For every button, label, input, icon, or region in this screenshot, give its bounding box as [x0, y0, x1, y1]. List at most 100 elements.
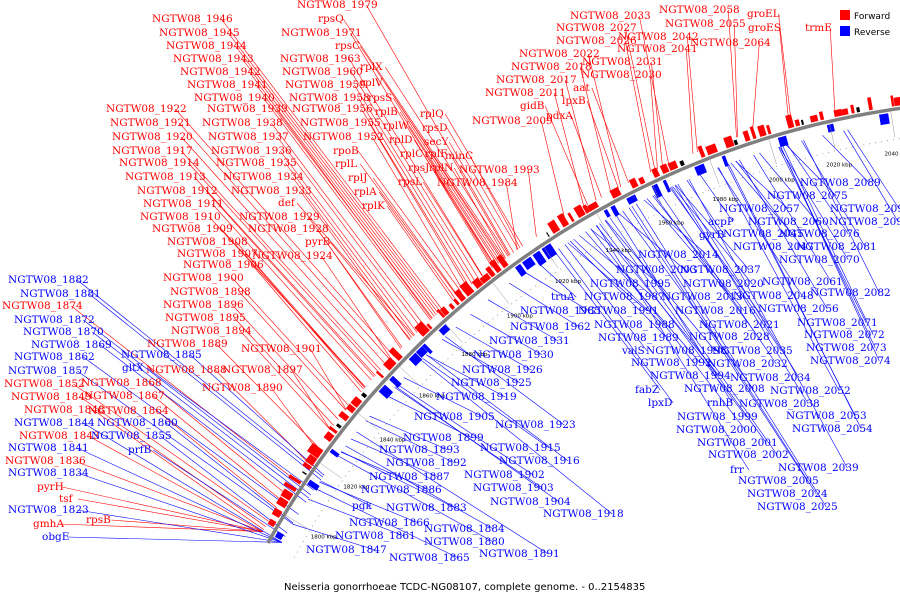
legend-forward-swatch	[840, 10, 850, 20]
reverse-gene-label-81: NGTW08_2038	[739, 398, 820, 410]
reverse-gene-label-91: NGTW08_2060	[748, 216, 829, 228]
forward-gene-label-95: NGTW08_2026	[556, 35, 637, 47]
forward-gene-57	[628, 177, 639, 189]
reverse-leader-27	[365, 420, 456, 464]
reverse-leader-81	[674, 185, 809, 405]
reverse-gene-43	[522, 256, 536, 271]
reverse-leader-20	[442, 339, 521, 384]
forward-gene-label-62: NGTW08_1907	[177, 248, 258, 260]
forward-leader-84	[62, 486, 263, 532]
forward-gene-58	[638, 176, 646, 185]
forward-gene-label-8: NGTW08_1963	[280, 53, 361, 65]
reverse-leader-8	[77, 370, 293, 525]
forward-leader-94	[829, 27, 836, 110]
forward-gene-74	[765, 124, 772, 135]
forward-gene-label-74: NGTW08_1868	[81, 377, 162, 389]
tick-label-10: 2000 kbp	[769, 178, 795, 184]
forward-gene-label-103: NGTW08_2017	[496, 74, 577, 86]
tick-label-12: 2040 kbp	[885, 151, 900, 157]
forward-gene-label-90: groEL	[747, 8, 780, 20]
forward-gene-label-106: lpxB	[562, 95, 586, 107]
tick-line-2	[358, 413, 379, 431]
forward-gene-9	[302, 461, 312, 471]
forward-leader-65	[232, 277, 350, 407]
forward-gene-49	[567, 212, 575, 223]
reverse-leader-36	[420, 359, 613, 515]
forward-gene-label-46: NGTW08_1934	[223, 171, 304, 183]
tick-line-12	[890, 111, 896, 138]
forward-leader-88	[639, 15, 669, 165]
reverse-leader-88	[822, 135, 870, 184]
reverse-gene-44	[532, 250, 547, 267]
forward-leader-75	[271, 387, 317, 449]
reverse-gene-label-71: NGTW08_2003	[616, 264, 697, 276]
reverse-gene-54	[610, 204, 620, 217]
forward-gene-label-109: NGTW08_2009	[472, 115, 553, 127]
forward-gene-label-25: NGTW08_1955	[300, 117, 381, 129]
forward-gene-51	[582, 204, 590, 214]
forward-leader-10	[351, 71, 479, 280]
forward-gene-80	[818, 111, 825, 121]
reverse-gene-label-92: NGTW08_2045	[723, 228, 804, 240]
reverse-leader-25	[369, 415, 449, 451]
reverse-gene-label-66: NGTW08_2024	[747, 488, 828, 500]
forward-gene-label-71: NGTW08_1901	[241, 343, 322, 355]
reverse-leader-45	[509, 282, 580, 328]
forward-leader-14	[384, 82, 503, 262]
forward-leader-85	[77, 498, 263, 532]
forward-gene-label-44: NGTW08_1993	[459, 164, 540, 176]
forward-gene-label-18: NGTW08_1922	[106, 103, 187, 115]
forward-gene-label-60: NGTW08_1908	[167, 236, 248, 248]
reverse-leader-47	[567, 242, 648, 312]
reverse-gene-label-42: NGTW08_1865	[389, 552, 470, 564]
forward-gene-82	[833, 108, 843, 118]
forward-gene-label-9: NGTW08_1942	[180, 66, 261, 78]
forward-gene-label-36: rplC	[400, 148, 423, 160]
reverse-gene-label-20: NGTW08_1925	[451, 377, 532, 389]
forward-leader-76	[153, 395, 282, 501]
reverse-leader-41	[292, 523, 376, 551]
tick-label-5: 1900 kbp	[507, 314, 533, 320]
reverse-gene-label-8: NGTW08_1857	[8, 365, 89, 377]
forward-leader-71	[310, 348, 347, 410]
forward-leader-30	[372, 136, 464, 292]
reverse-gene-label-90: NGTW08_2092	[829, 216, 900, 228]
reverse-gene-label-17: NGTW08_1931	[489, 335, 570, 347]
reverse-gene-label-52: valS	[621, 345, 645, 357]
forward-gene-label-73: NGTW08_1897	[222, 364, 303, 376]
forward-leader-1	[221, 18, 443, 310]
forward-leader-3	[228, 32, 441, 312]
forward-leader-18	[175, 108, 394, 357]
reverse-gene-label-45: NGTW08_1962	[510, 321, 591, 333]
forward-gene-label-32: secY	[424, 136, 449, 148]
reverse-gene-label-64: frr	[730, 464, 745, 476]
forward-gene-label-41: rplL	[335, 158, 357, 170]
forward-leader-104	[591, 87, 630, 184]
reverse-leader-63	[609, 217, 778, 456]
reverse-gene-label-25: NGTW08_1893	[379, 444, 460, 456]
forward-gene-10	[305, 453, 318, 467]
marker-gene-64	[679, 160, 685, 167]
forward-gene-label-35: rpoB	[333, 145, 359, 157]
reverse-gene-label-32: NGTW08_1903	[473, 482, 554, 494]
reverse-gene-label-48: NGTW08_1987	[584, 291, 665, 303]
forward-gene-label-11: rplX	[360, 61, 383, 73]
forward-gene-label-91: NGTW08_2027	[556, 22, 637, 34]
reverse-leader-92	[730, 162, 793, 235]
forward-gene-24	[388, 347, 403, 362]
reverse-leader-90	[843, 130, 899, 223]
reverse-leader-15	[77, 509, 282, 543]
reverse-gene-65	[694, 163, 707, 176]
forward-gene-60	[651, 167, 661, 179]
reverse-gene-87	[879, 113, 890, 126]
forward-gene-label-108: pdxA	[546, 110, 573, 122]
tick-line-0	[285, 515, 309, 530]
reverse-leader-9	[166, 422, 294, 524]
reverse-gene-label-50: NGTW08_1988	[594, 319, 675, 331]
forward-gene-label-10: NGTW08_1960	[282, 66, 363, 78]
reverse-leader-2	[83, 319, 312, 496]
forward-leader-49	[506, 182, 518, 251]
forward-leader-12	[256, 84, 433, 319]
forward-gene-label-96: NGTW08_2042	[618, 31, 699, 43]
